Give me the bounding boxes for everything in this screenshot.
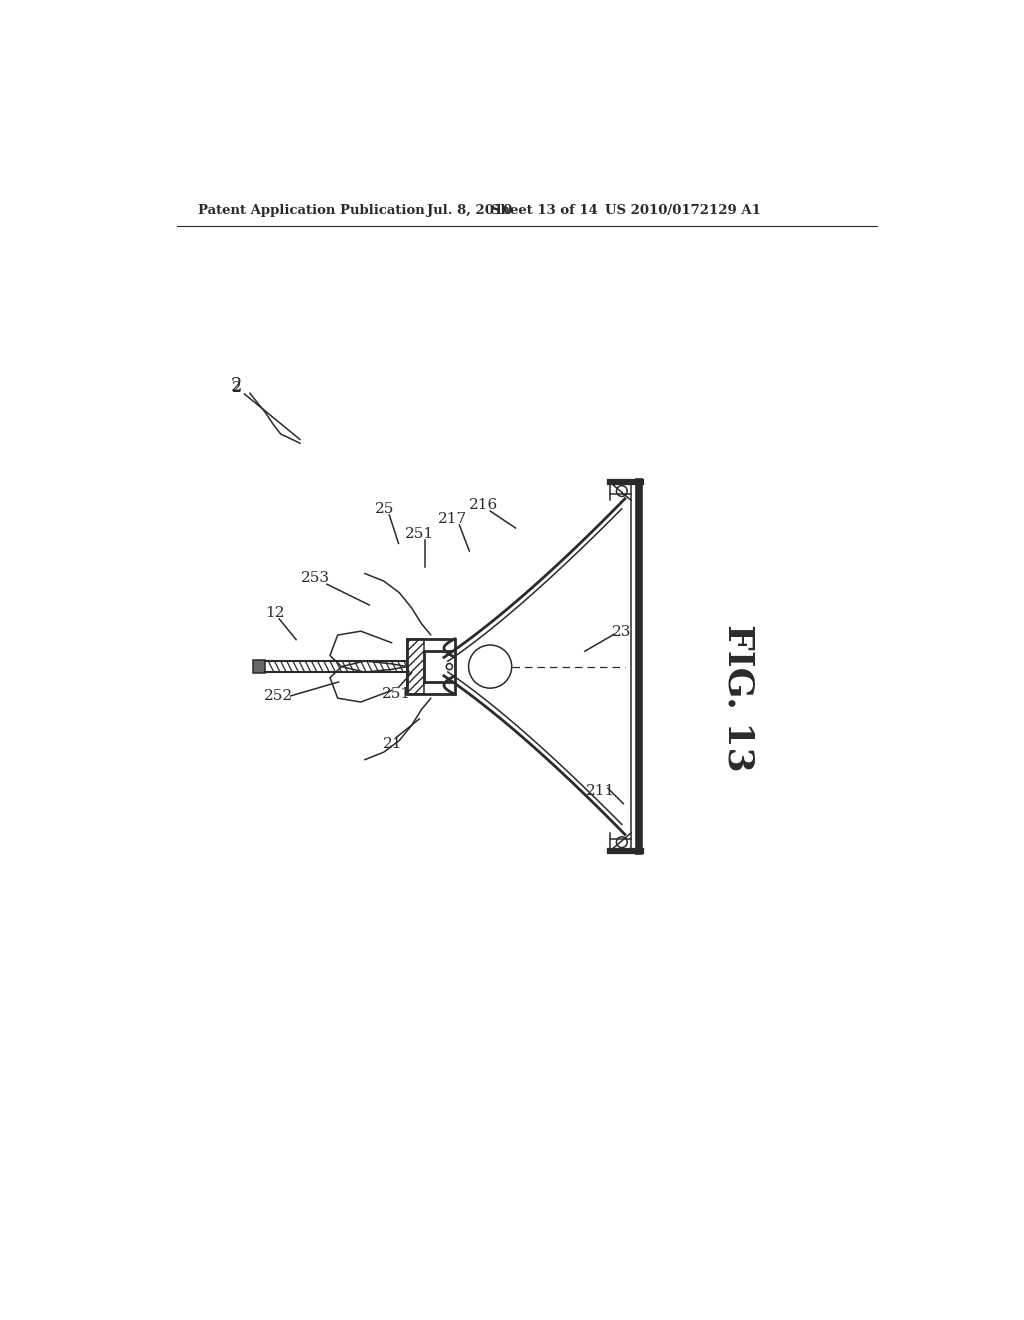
Text: FIG. 13: FIG. 13 xyxy=(722,623,756,771)
Text: Sheet 13 of 14: Sheet 13 of 14 xyxy=(490,205,598,218)
Text: Jul. 8, 2010: Jul. 8, 2010 xyxy=(427,205,512,218)
Text: 253: 253 xyxy=(301,572,330,585)
Text: 252: 252 xyxy=(264,689,293,702)
Text: 23: 23 xyxy=(612,624,632,639)
Text: 217: 217 xyxy=(438,512,467,525)
Text: 2: 2 xyxy=(231,376,243,395)
Text: 211: 211 xyxy=(586,784,614,799)
Text: 251: 251 xyxy=(404,527,434,541)
Text: 216: 216 xyxy=(469,498,498,512)
Text: Patent Application Publication: Patent Application Publication xyxy=(199,205,425,218)
Text: US 2010/0172129 A1: US 2010/0172129 A1 xyxy=(605,205,761,218)
Text: 12: 12 xyxy=(265,606,285,619)
Bar xyxy=(407,639,424,694)
Bar xyxy=(253,660,265,673)
Text: 251: 251 xyxy=(382,686,412,701)
Text: 25: 25 xyxy=(375,502,394,516)
Text: 2: 2 xyxy=(232,381,242,395)
Text: 21: 21 xyxy=(383,737,402,751)
